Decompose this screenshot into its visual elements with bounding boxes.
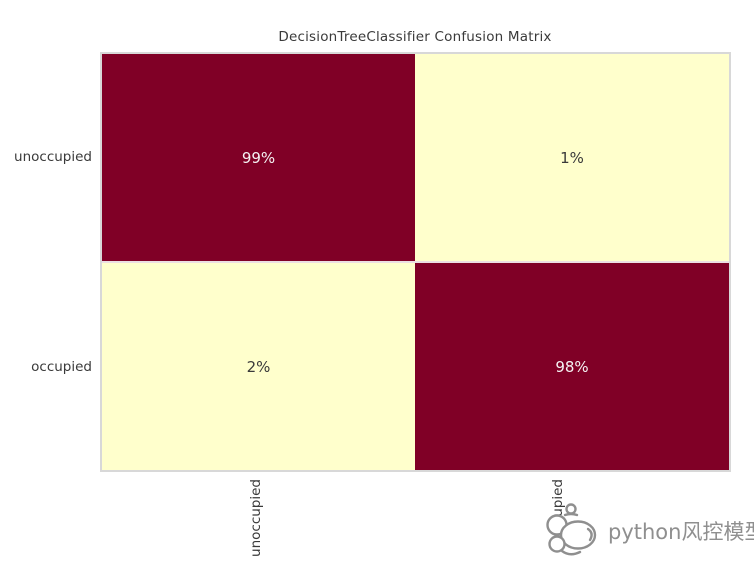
y-tick-label-occupied: occupied: [31, 359, 92, 375]
y-tick-label-unoccupied: unoccupied: [14, 149, 92, 165]
watermark-text: python风控模型: [608, 519, 754, 544]
cell-true-occupied-pred-occupied: 98%: [415, 261, 729, 470]
chart-title: DecisionTreeClassifier Confusion Matrix: [278, 29, 552, 45]
plot-area: 99% 1% 2% 98%: [100, 52, 731, 472]
cell-true-unoccupied-pred-unoccupied: 99%: [102, 54, 415, 261]
cell-true-unoccupied-pred-occupied: 1%: [415, 54, 729, 261]
hand-drawn-doodle-logo-icon: [546, 502, 597, 555]
x-tick-label-unoccupied: unoccupied: [248, 479, 264, 557]
watermark: python风控模型: [540, 500, 754, 561]
cell-true-occupied-pred-unoccupied: 2%: [102, 261, 415, 470]
